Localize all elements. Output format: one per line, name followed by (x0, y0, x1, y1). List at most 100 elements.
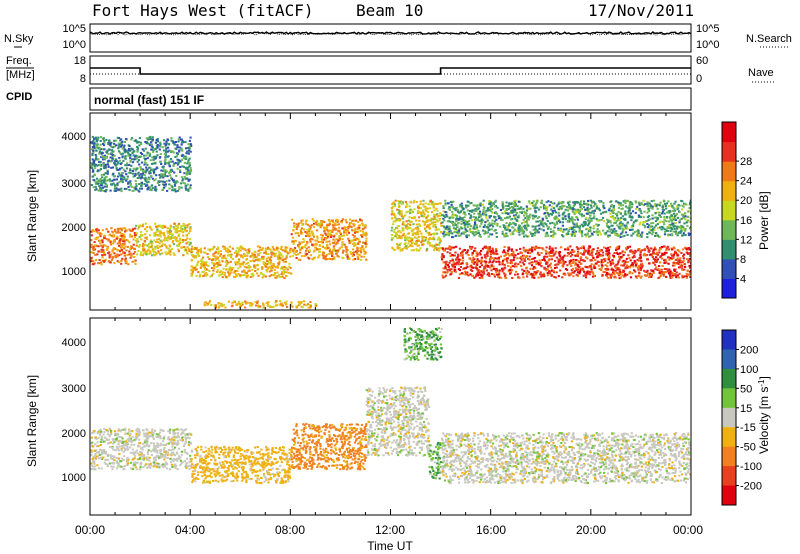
scatter-cell (262, 257, 265, 260)
scatter-cell (557, 202, 560, 205)
scatter-cell (410, 237, 413, 240)
scatter-cell (360, 255, 363, 258)
scatter-cell (343, 243, 346, 246)
scatter-cell (166, 189, 169, 192)
scatter-cell (209, 248, 212, 251)
scatter-cell (448, 245, 451, 248)
scatter-cell (129, 153, 132, 156)
scatter-cell (582, 269, 585, 272)
scatter-cell (322, 252, 325, 255)
scatter-cell (120, 229, 123, 232)
scatter-cell (149, 137, 152, 140)
scatter-cell (342, 231, 346, 234)
scatter-cell (427, 238, 430, 241)
scatter-cell (459, 254, 462, 257)
scatter-cell (428, 223, 432, 226)
scatter-cell (442, 254, 445, 257)
scatter-cell (103, 158, 106, 161)
scatter-cell (497, 257, 501, 260)
scatter-cell (157, 238, 161, 241)
scatter-cell (626, 273, 629, 276)
scatter-cell (115, 168, 119, 171)
scatter-cell (142, 177, 145, 180)
scatter-cell (236, 247, 239, 249)
scatter-cell (437, 247, 440, 250)
scatter-cell (165, 246, 168, 249)
scatter-cell (354, 239, 357, 241)
scatter-cell (164, 161, 167, 164)
scatter-cell (681, 217, 684, 220)
scatter-cell (257, 254, 260, 256)
scatter-cell (406, 232, 409, 235)
scatter-cell (322, 220, 325, 223)
scatter-cell (543, 274, 546, 277)
scatter-cell (180, 138, 183, 141)
scatter-cell (140, 155, 143, 158)
scatter-cell (453, 231, 456, 233)
scatter-cell (427, 203, 430, 206)
scatter-cell (138, 176, 141, 179)
scatter-cell (163, 243, 167, 246)
scatter-cell (150, 141, 153, 144)
scatter-cell (131, 137, 134, 140)
scatter-cell (170, 137, 173, 140)
scatter-cell (610, 204, 613, 207)
scatter-cell (247, 267, 250, 270)
scatter-cell (432, 225, 435, 228)
scatter-cell (123, 148, 126, 151)
scatter-cell (164, 171, 167, 174)
scatter-cell (93, 137, 96, 140)
scatter-cell (185, 152, 188, 155)
scatter-cell (551, 247, 554, 250)
scatter-cell (155, 138, 158, 141)
scatter-cell (629, 259, 632, 262)
scatter-cell (488, 261, 491, 264)
scatter-cell (123, 141, 126, 143)
scatter-cell (103, 190, 106, 192)
scatter-cell (519, 230, 522, 233)
scatter-cell (505, 216, 508, 219)
scatter-cell (480, 256, 483, 259)
scatter-cell (163, 224, 166, 227)
scatter-cell (471, 251, 474, 254)
scatter-cell (506, 259, 509, 262)
scatter-cell (316, 235, 319, 238)
scatter-cell (111, 250, 114, 253)
scatter-cell (445, 260, 448, 263)
scatter-cell (612, 204, 616, 207)
scatter-cell (457, 218, 460, 220)
scatter-cell (98, 179, 101, 182)
scatter-cell (110, 145, 113, 148)
scatter-cell (432, 236, 435, 239)
scatter-cell (661, 257, 664, 260)
scatter-cell (109, 144, 112, 147)
scatter-cell (555, 271, 558, 274)
scatter-cell (570, 269, 573, 271)
scatter-cell (655, 256, 658, 259)
scatter-cell (393, 230, 396, 233)
scatter-cell (180, 147, 183, 150)
scatter-cell (180, 143, 183, 146)
scatter-cell (633, 252, 636, 255)
scatter-cell (292, 250, 295, 253)
scatter-cell (159, 156, 162, 159)
scatter-cell (637, 201, 640, 204)
scatter-cell (562, 230, 565, 233)
scatter-cell (135, 234, 138, 237)
scatter-cell (622, 264, 626, 267)
scatter-cell (309, 234, 312, 237)
scatter-cell (447, 207, 450, 210)
scatter-cell (400, 235, 403, 238)
scatter-cell (309, 254, 312, 257)
scatter-cell (567, 248, 570, 251)
scatter-cell (120, 145, 123, 148)
scatter-cell (652, 261, 655, 264)
scatter-cell (94, 136, 97, 139)
scatter-cell (500, 276, 503, 279)
scatter-cell (255, 256, 258, 259)
scatter-cell (326, 244, 329, 247)
scatter-cell (489, 257, 492, 260)
scatter-cell (274, 252, 277, 255)
scatter-cell (566, 268, 569, 271)
scatter-cell (508, 207, 511, 210)
